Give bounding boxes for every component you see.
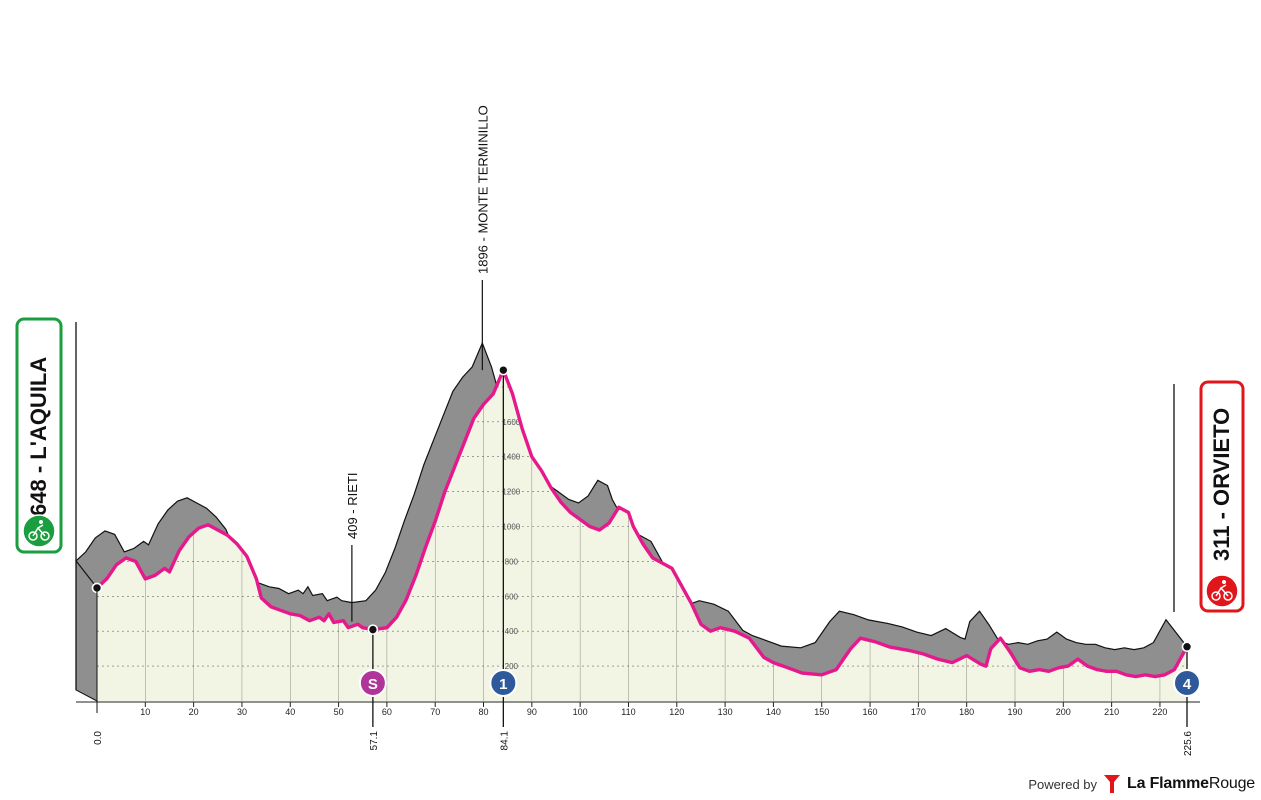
x-tick-label: 160 (863, 707, 878, 717)
waypoint-dot (367, 624, 379, 635)
waypoint-name-label: 1896 - MONTE TERMINILLO (475, 105, 490, 274)
finish-cyclist-wheel (1211, 591, 1221, 601)
waypoint-km-label: 57.1 (369, 731, 380, 751)
y-tick-label: 1200 (502, 488, 520, 497)
finish-cyclist-head (1222, 580, 1226, 584)
start-finish-layer: 648 - L'AQUILA 0.0 311 - ORVIETO 4 225.6 (15, 317, 1245, 756)
finish-dot (1181, 641, 1193, 653)
x-tick-label: 10 (140, 707, 150, 717)
x-tick-label: 200 (1056, 707, 1071, 717)
finish-marker-badge (1173, 669, 1201, 697)
start-label-box (15, 317, 63, 554)
y-tick-label: 1400 (502, 453, 520, 462)
x-tick-label: 130 (718, 707, 733, 717)
x-tick-label: 90 (527, 707, 537, 717)
elevation-fill (97, 370, 1187, 701)
brand-name: La FlammeRouge (1127, 775, 1255, 793)
waypoint-marker-badge (358, 669, 387, 697)
x-tick-label: 40 (285, 707, 295, 717)
y-tick-label: 400 (505, 627, 519, 636)
x-tick-label: 140 (766, 707, 781, 717)
x-tick-label: 170 (911, 707, 926, 717)
waypoint-name-label: 409 - RIETI (345, 473, 360, 539)
flamme-rouge-logo-icon (1104, 775, 1121, 793)
finish-km-label: 225.6 (1183, 731, 1194, 756)
start-cyclist-wheel (40, 531, 50, 541)
elevation-fill-layer (97, 370, 1187, 701)
waypoint-marker-letter: 1 (499, 676, 507, 693)
x-tick-label: 20 (189, 707, 199, 717)
x-tick-label: 80 (479, 707, 489, 717)
finish-label: 311 - ORVIETO (1209, 408, 1234, 561)
finish-cyclist-wheel (1223, 591, 1233, 601)
finish-marker-number: 4 (1183, 676, 1192, 693)
start-km-label: 0.0 (93, 731, 104, 745)
x-tick-label: 110 (621, 707, 635, 717)
start-cyclist-head (39, 520, 43, 524)
y-tick-label: 1000 (502, 523, 520, 532)
waypoints-layer: S 57.1 409 - RIETI 1 84.1 1896 - MONTE TERMIN… (345, 105, 518, 751)
powered-by-label: Powered by (1028, 776, 1098, 792)
finish-cyclist-icon (1205, 574, 1239, 608)
x-tick-label: 70 (430, 707, 440, 717)
waypoint-marker-letter: S (368, 676, 378, 693)
finish-cyclist-frame (1215, 584, 1229, 597)
x-tick-label: 120 (669, 707, 684, 717)
start-cyclist-icon (22, 514, 56, 548)
x-tick-label: 100 (573, 707, 588, 717)
y-tick-label: 800 (505, 557, 519, 566)
profile-line-layer (95, 368, 1189, 679)
elevation-profile-line (95, 368, 1189, 679)
x-tick-label: 60 (382, 707, 392, 717)
start-cyclist-frame (32, 524, 46, 537)
waypoint-km-label: 84.1 (499, 731, 510, 751)
x-tick-label: 220 (1152, 707, 1167, 717)
y-tick-label: 600 (505, 592, 519, 601)
x-tick-label: 210 (1104, 707, 1119, 717)
waypoint-dot (498, 364, 509, 376)
brand-light-part: Rouge (1208, 775, 1255, 792)
x-axis-layer: 10 20 30 40 50 60 70 80 90 100 110 120 130 140 150 160 1… (76, 701, 1200, 717)
x-tick-label: 30 (237, 707, 247, 717)
start-label: 648 - L'AQUILA (26, 357, 51, 516)
y-tick-label: 200 (505, 662, 519, 671)
x-tick-label: 190 (1007, 707, 1022, 717)
x-tick-label: 50 (334, 707, 344, 717)
brand-bold-part: La Flamme (1127, 775, 1209, 792)
y-tick-label: 1600 (502, 418, 520, 427)
x-tick-label: 180 (959, 707, 974, 717)
waypoint-marker-badge (489, 669, 518, 697)
footer-credit: Powered by La FlammeRouge (1028, 774, 1255, 794)
start-cyclist-wheel (28, 531, 38, 541)
x-tick-label: 150 (814, 707, 829, 717)
finish-label-box (1199, 380, 1245, 613)
